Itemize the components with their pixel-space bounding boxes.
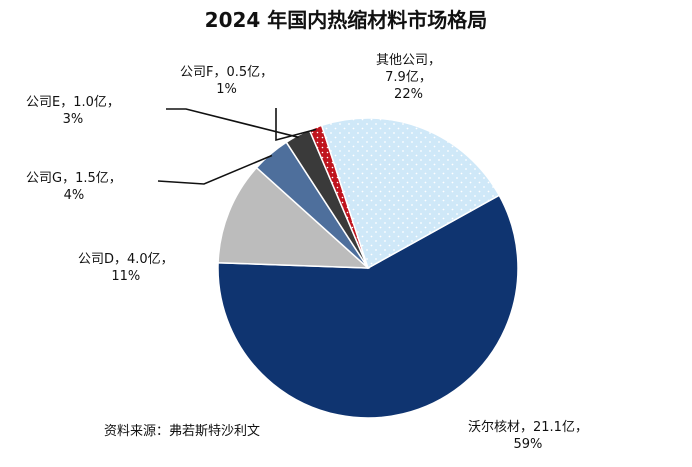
leader-line-company-g [157, 154, 273, 185]
leader-line-company-f [275, 108, 317, 142]
pie-slice-5 [320, 117, 501, 270]
label-wolkem: 沃尔核材，21.1亿， 59% [468, 420, 588, 452]
source-note: 资料来源：弗若斯特沙利文 [104, 424, 261, 439]
chart-title: 2024 年国内热缩材料市场格局 [204, 8, 488, 32]
leader-line-company-e [166, 108, 299, 139]
label-company-e: 公司E，1.0亿， 3% [26, 95, 120, 127]
label-others: 其他公司， 7.9亿， 22% [376, 53, 442, 102]
label-company-d: 公司D，4.0亿， 11% [78, 252, 174, 284]
label-company-g: 公司G，1.5亿， 4% [26, 171, 122, 203]
label-company-f: 公司F，0.5亿， 1% [180, 65, 274, 97]
pie-slice-1 [217, 166, 371, 269]
pie-slice-0 [217, 194, 519, 419]
